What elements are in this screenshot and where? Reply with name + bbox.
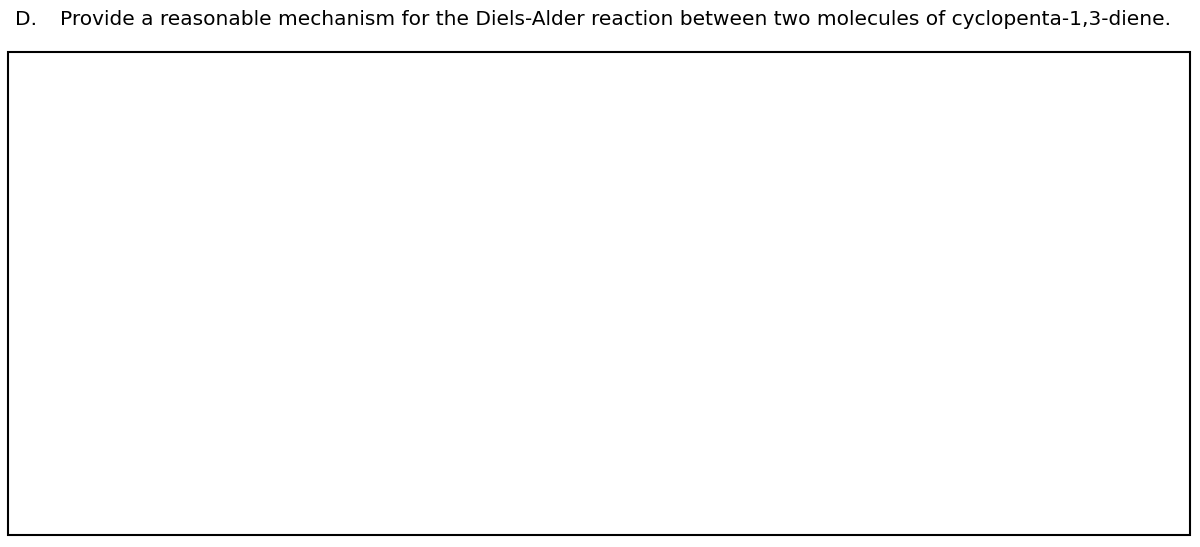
- Text: D.: D.: [14, 10, 37, 29]
- Bar: [8, 52, 1190, 535]
- Text: Provide a reasonable mechanism for the Diels-Alder reaction between two molecule: Provide a reasonable mechanism for the D…: [60, 10, 1171, 29]
